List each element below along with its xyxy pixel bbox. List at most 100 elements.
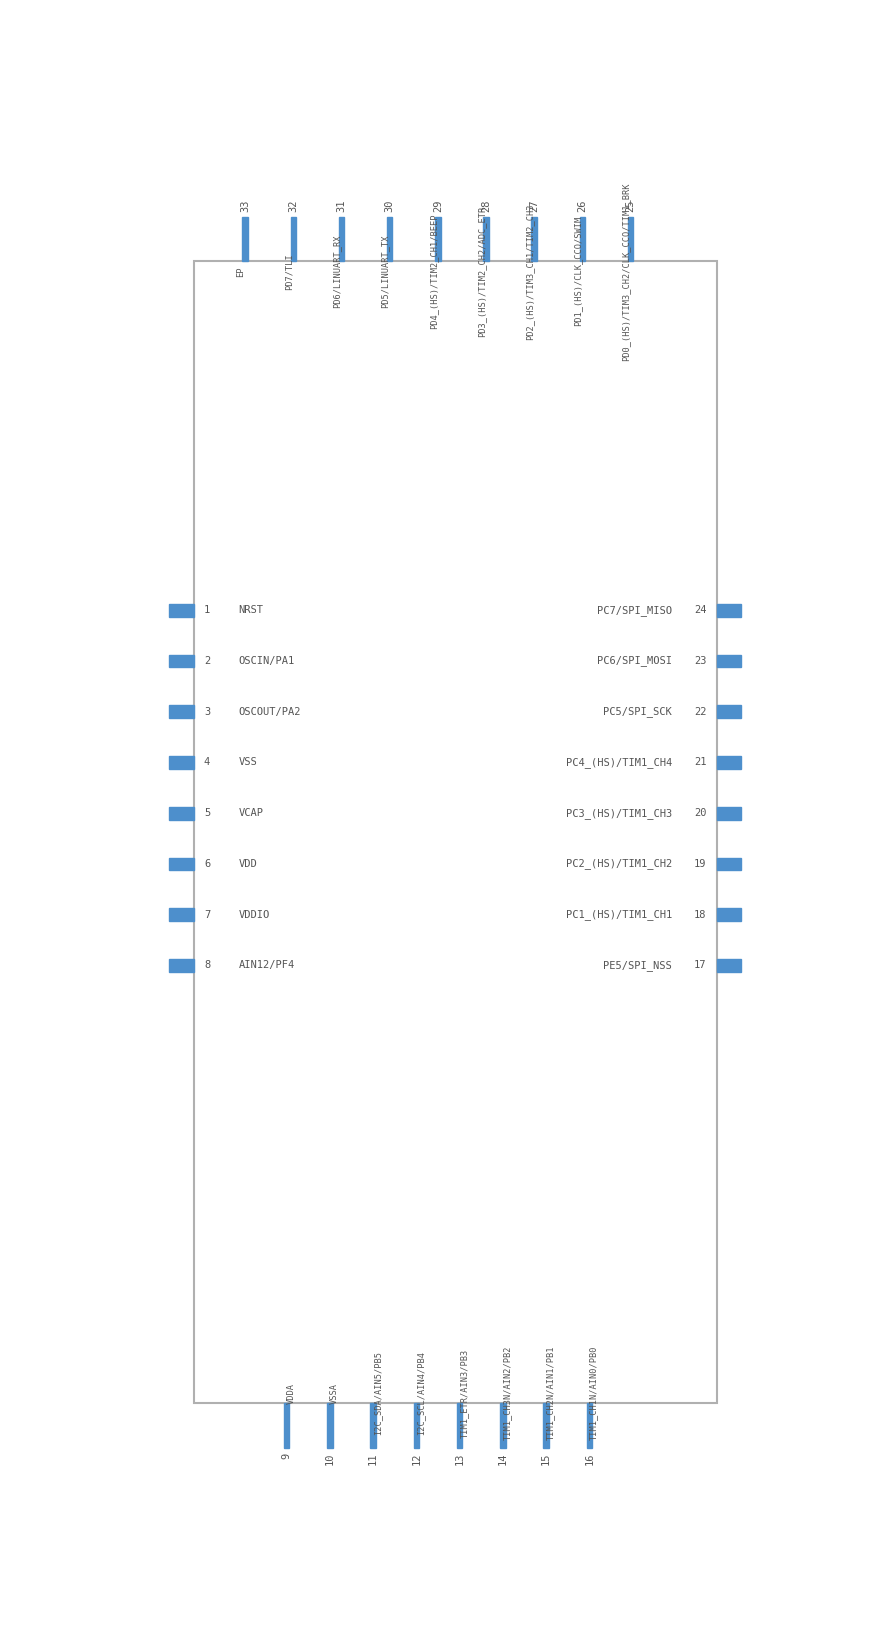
Bar [290,218,296,260]
Text: 2: 2 [204,656,210,666]
Bar [327,1404,332,1447]
Text: PD2_(HS)/TIM3_CH1/TIM2_CH3: PD2_(HS)/TIM3_CH1/TIM2_CH3 [525,203,535,339]
Text: 3: 3 [204,707,210,717]
Text: PD0_(HS)/TIM3_CH2/CLK_CCO/TIM1_BRK: PD0_(HS)/TIM3_CH2/CLK_CCO/TIM1_BRK [622,183,630,361]
Text: 19: 19 [694,859,706,868]
Text: 23: 23 [694,656,706,666]
Bar [170,908,194,921]
Text: 14: 14 [498,1454,508,1465]
Bar [242,218,248,260]
Text: I2C_SDA/AIN5/PB5: I2C_SDA/AIN5/PB5 [373,1351,382,1435]
Text: PE5/SPI_NSS: PE5/SPI_NSS [603,961,672,971]
Bar [628,218,633,260]
Bar [284,1404,289,1447]
Text: 8: 8 [204,961,210,971]
Text: OSCOUT/PA2: OSCOUT/PA2 [238,707,301,717]
Text: PC4_(HS)/TIM1_CH4: PC4_(HS)/TIM1_CH4 [566,756,672,768]
Bar [500,1404,505,1447]
Text: 6: 6 [204,859,210,868]
Bar [717,705,741,719]
Text: PC7/SPI_MISO: PC7/SPI_MISO [597,605,672,616]
Text: 32: 32 [289,199,298,211]
Bar [717,959,741,972]
Bar [483,218,488,260]
Bar [194,260,717,1404]
Text: 33: 33 [240,199,250,211]
Bar [170,654,194,667]
Bar [170,808,194,819]
Bar [414,1404,419,1447]
Text: TIM1_ETR/AIN3/PB3: TIM1_ETR/AIN3/PB3 [459,1348,469,1437]
Bar [717,603,741,616]
Text: TIM1_CH1N/AIN0/PB0: TIM1_CH1N/AIN0/PB0 [590,1346,599,1440]
Text: PC6/SPI_MOSI: PC6/SPI_MOSI [597,656,672,666]
Text: 22: 22 [694,707,706,717]
Text: VDDA: VDDA [287,1383,296,1404]
Bar [170,756,194,768]
Text: OSCIN/PA1: OSCIN/PA1 [238,656,295,666]
Bar [717,654,741,667]
Text: TIM1_CH3N/AIN2/PB2: TIM1_CH3N/AIN2/PB2 [503,1346,511,1440]
Text: 30: 30 [385,199,395,211]
Text: 20: 20 [694,808,706,817]
Text: 21: 21 [694,758,706,768]
Text: TIM1_CH2N/AIN1/PB1: TIM1_CH2N/AIN1/PB1 [546,1346,555,1440]
Text: 28: 28 [481,199,491,211]
Text: 27: 27 [529,199,539,211]
Bar [532,218,537,260]
Text: PD1_(HS)/CLK_CCO/SWIM: PD1_(HS)/CLK_CCO/SWIM [574,216,583,326]
Text: 24: 24 [694,605,706,615]
Bar [170,705,194,719]
Text: 10: 10 [325,1454,335,1465]
Text: 31: 31 [337,199,346,211]
Text: VDDIO: VDDIO [238,910,270,920]
Text: VDD: VDD [238,859,257,868]
Text: 1: 1 [204,605,210,615]
Text: 18: 18 [694,910,706,920]
Bar [387,218,392,260]
Text: 7: 7 [204,910,210,920]
Text: 29: 29 [432,199,443,211]
Text: 4: 4 [204,758,210,768]
Bar [170,959,194,972]
Text: VCAP: VCAP [238,808,264,817]
Bar [543,1404,549,1447]
Text: 25: 25 [625,199,636,211]
Text: 17: 17 [694,961,706,971]
Bar [456,1404,463,1447]
Text: VSSA: VSSA [329,1383,338,1404]
Text: PC1_(HS)/TIM1_CH1: PC1_(HS)/TIM1_CH1 [566,910,672,920]
Bar [717,908,741,921]
Bar [339,218,345,260]
Bar [170,857,194,870]
Bar [717,857,741,870]
Text: PD5/LINUART_TX: PD5/LINUART_TX [381,234,390,308]
Text: I2C_SCL/AIN4/PB4: I2C_SCL/AIN4/PB4 [416,1351,425,1435]
Text: PD6/LINUART_RX: PD6/LINUART_RX [332,234,342,308]
Text: 12: 12 [411,1454,421,1465]
Bar [170,603,194,616]
Text: AIN12/PF4: AIN12/PF4 [238,961,295,971]
Text: PD4_(HS)/TIM2_CH1/BEEP: PD4_(HS)/TIM2_CH1/BEEP [429,214,438,330]
Bar [717,808,741,819]
Text: 5: 5 [204,808,210,817]
Bar [435,218,440,260]
Text: PC2_(HS)/TIM1_CH2: PC2_(HS)/TIM1_CH2 [566,859,672,870]
Text: 15: 15 [541,1454,551,1465]
Bar [587,1404,592,1447]
Text: EP: EP [236,265,245,277]
Text: 13: 13 [455,1454,464,1465]
Bar [717,756,741,768]
Text: 9: 9 [281,1454,291,1458]
Text: PC3_(HS)/TIM1_CH3: PC3_(HS)/TIM1_CH3 [566,808,672,819]
Text: NRST: NRST [238,605,264,615]
Text: VSS: VSS [238,758,257,768]
Text: PC5/SPI_SCK: PC5/SPI_SCK [603,707,672,717]
Bar [580,218,585,260]
Text: 11: 11 [368,1454,378,1465]
Text: 26: 26 [577,199,588,211]
Text: PD3_(HS)/TIM2_CH2/ADC_ETR: PD3_(HS)/TIM2_CH2/ADC_ETR [477,206,486,336]
Bar [370,1404,376,1447]
Text: PD7/TLI: PD7/TLI [284,254,293,290]
Text: 16: 16 [584,1454,594,1465]
